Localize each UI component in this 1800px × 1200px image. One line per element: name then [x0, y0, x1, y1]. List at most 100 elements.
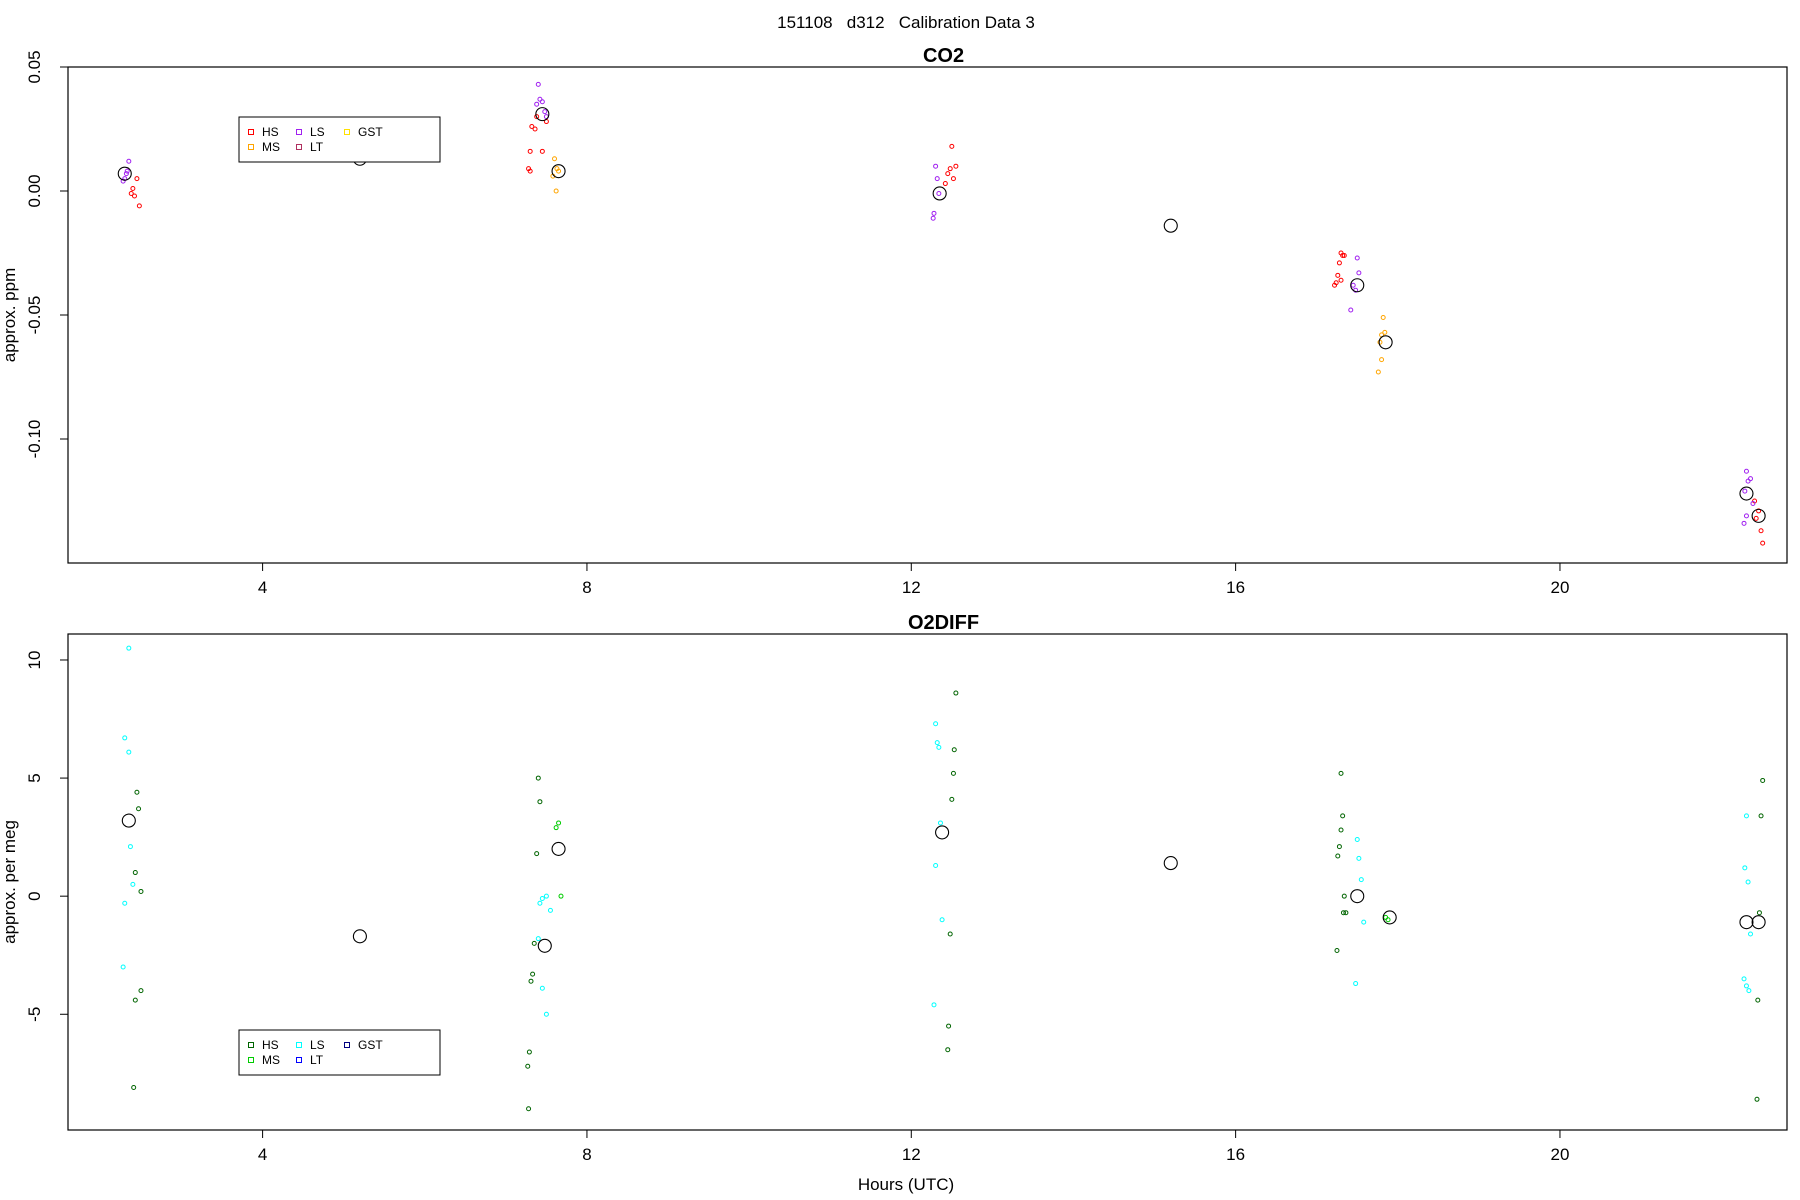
o2diff-y-tick-label: 10 — [25, 651, 44, 670]
co2-data-point — [1743, 513, 1749, 519]
co2-data-point — [529, 124, 535, 130]
o2diff-series-ms — [553, 820, 1391, 923]
o2diff-data-point — [1755, 997, 1761, 1003]
o2diff-legend-swatch — [248, 1042, 254, 1048]
co2-data-point — [1753, 515, 1759, 521]
co2-data-point — [1741, 520, 1747, 526]
co2-data-point — [1348, 307, 1354, 313]
co2-data-point — [128, 190, 134, 196]
o2diff-data-point — [1361, 919, 1367, 925]
co2-data-point — [1336, 260, 1342, 266]
co2-data-point — [1341, 252, 1347, 258]
co2-legend-label: LS — [310, 125, 325, 139]
co2-legend-label: HS — [262, 125, 279, 139]
co2-data-point — [1748, 476, 1754, 482]
o2diff-data-point — [1743, 983, 1749, 989]
o2diff-data-point — [126, 749, 132, 755]
o2diff-data-point — [1758, 813, 1764, 819]
o2diff-data-point — [1743, 813, 1749, 819]
co2-data-point — [1379, 357, 1385, 363]
o2diff-data-point — [543, 1011, 549, 1017]
o2diff-data-point — [530, 971, 536, 977]
o2diff-x-tick-label: 12 — [902, 1145, 921, 1164]
co2-mean-point — [1350, 278, 1365, 293]
co2-data-point — [527, 148, 533, 154]
co2-data-point — [1377, 339, 1383, 345]
o2diff-data-point — [539, 896, 545, 902]
o2diff-series-hs — [131, 690, 1766, 1112]
o2diff-data-point — [953, 690, 959, 696]
co2-legend-swatch — [344, 129, 350, 135]
co2-data-point — [539, 148, 545, 154]
o2diff-data-point — [526, 1106, 532, 1112]
o2diff-data-point — [537, 900, 543, 906]
o2diff-data-point — [1354, 836, 1360, 842]
o2diff-y-tick-label: -5 — [25, 1007, 44, 1022]
o2diff-data-point — [1741, 976, 1747, 982]
co2-data-point — [1335, 272, 1341, 278]
co2-data-point — [131, 193, 137, 199]
o2diff-mean-point — [537, 938, 552, 953]
co2-data-point — [1332, 282, 1338, 288]
co2-data-point — [553, 188, 559, 194]
co2-y-tick-label: 0.00 — [25, 174, 44, 207]
o2diff-data-point — [1754, 1096, 1760, 1102]
co2-x-tick-label: 20 — [1551, 578, 1570, 597]
o2diff-legend-label: HS — [262, 1038, 279, 1052]
o2diff-data-point — [132, 997, 138, 1003]
co2-legend-box — [238, 116, 441, 163]
co2-series-hs — [128, 114, 1766, 546]
co2-x-tick-label: 4 — [258, 578, 267, 597]
o2diff-data-point — [535, 936, 541, 942]
o2diff-title: O2DIFF — [908, 612, 979, 634]
o2diff-data-point — [122, 735, 128, 741]
co2-data-point — [1742, 488, 1748, 494]
o2diff-mean-point — [1739, 915, 1754, 930]
o2diff-data-point — [130, 881, 136, 887]
o2diff-data-point — [936, 744, 942, 750]
o2diff-data-point — [1338, 770, 1344, 776]
o2diff-data-point — [931, 1002, 937, 1008]
o2diff-series-mean — [121, 813, 1766, 953]
co2-series-ms — [550, 156, 1388, 375]
co2-data-point — [1338, 277, 1344, 283]
o2diff-data-point — [1748, 931, 1754, 937]
o2diff-mean-point — [352, 929, 367, 944]
o2diff-data-point — [534, 851, 540, 857]
co2-data-point — [1354, 255, 1360, 261]
co2-data-point — [542, 109, 548, 115]
o2diff-data-point — [553, 825, 559, 831]
co2-data-point — [539, 99, 545, 105]
co2-data-point — [950, 176, 956, 182]
co2-legend-label: MS — [262, 140, 280, 154]
o2diff-x-tick-label: 20 — [1551, 1145, 1570, 1164]
o2diff-data-point — [933, 721, 939, 727]
o2diff-data-point — [127, 844, 133, 850]
o2diff-legend-swatch — [296, 1042, 302, 1048]
o2diff-legend-label: GST — [358, 1038, 383, 1052]
figure-x-axis-label: Hours (UTC) — [858, 1175, 954, 1194]
co2-data-point — [1760, 540, 1766, 546]
o2diff-data-point — [946, 1023, 952, 1029]
co2-data-point — [537, 96, 543, 102]
co2-data-point — [942, 181, 948, 187]
o2diff-series-ls — [120, 645, 1754, 1017]
o2diff-data-point — [539, 985, 545, 991]
co2-data-point — [1743, 468, 1749, 474]
o2diff-data-point — [1340, 910, 1346, 916]
o2diff-data-point — [136, 806, 142, 812]
o2diff-mean-point — [1350, 889, 1365, 904]
co2-mean-point — [932, 186, 947, 201]
o2diff-data-point — [951, 747, 957, 753]
co2-data-point — [136, 203, 142, 209]
co2-data-point — [534, 114, 540, 120]
co2-panel: CO2 4 8 12 16 20 -0.10 -0.05 0.00 0.05 approx. ppm… — [0, 45, 1788, 597]
co2-data-point — [134, 176, 140, 182]
o2diff-legend-label: LT — [310, 1053, 324, 1067]
co2-mean-point — [1751, 508, 1766, 523]
co2-data-point — [126, 158, 132, 164]
co2-mean-point — [1378, 335, 1393, 350]
o2diff-mean-point — [551, 841, 566, 856]
o2diff-data-point — [947, 931, 953, 937]
